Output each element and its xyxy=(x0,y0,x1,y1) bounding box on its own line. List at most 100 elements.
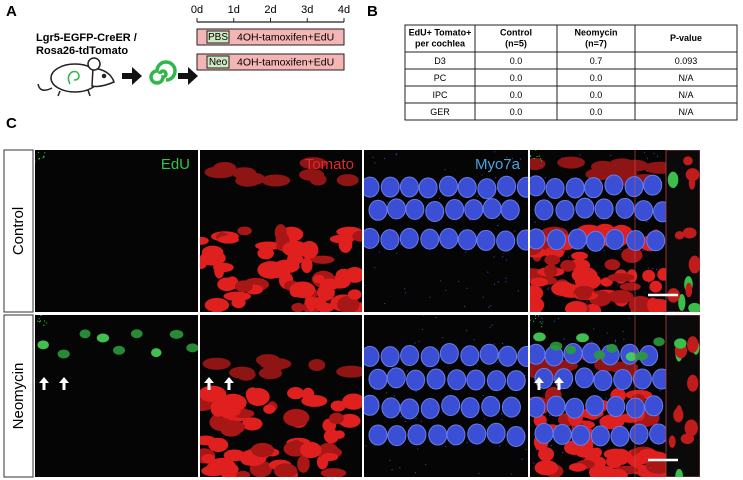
hair-cell xyxy=(632,368,652,390)
channel-label: Tomato xyxy=(305,156,354,173)
tomato-cell xyxy=(304,296,317,308)
z-cell xyxy=(688,302,700,312)
tomato-cell xyxy=(204,297,230,312)
tomato-cell xyxy=(258,367,283,380)
hair-cell xyxy=(610,425,630,447)
speckle xyxy=(414,342,416,344)
tomato-cell xyxy=(315,302,335,312)
edu-nucleus xyxy=(96,333,110,343)
hair-cell xyxy=(646,230,666,252)
hair-cell xyxy=(380,229,400,251)
hair-cell xyxy=(386,198,406,220)
tomato-cell xyxy=(337,295,360,312)
tomato-cell xyxy=(237,226,252,236)
mouse-line: Lgr5-EGFP-CreER / xyxy=(36,32,137,44)
hair-cell xyxy=(574,367,594,389)
speckle xyxy=(534,221,536,223)
hair-cell xyxy=(466,369,486,391)
row-label-box xyxy=(3,314,34,478)
tomato-cell xyxy=(245,387,260,402)
tomato-cell xyxy=(568,462,587,472)
hair-cell xyxy=(644,395,664,417)
tomato-cell xyxy=(607,273,635,282)
timeline-label: 1d xyxy=(228,4,240,16)
speckle xyxy=(489,326,491,328)
tomato-cell xyxy=(544,255,561,266)
hair-cell xyxy=(364,394,380,416)
tomato-cell xyxy=(642,269,656,282)
tomato-cell xyxy=(551,281,575,297)
tomato-cell xyxy=(261,174,291,187)
hair-cell xyxy=(585,395,605,417)
hair-cell xyxy=(501,396,521,418)
speckle xyxy=(505,281,507,283)
speckle xyxy=(423,315,425,316)
speckle xyxy=(497,225,499,227)
table-header: Neomycin xyxy=(574,27,617,37)
micrograph xyxy=(364,315,528,477)
speckle xyxy=(554,392,556,394)
speckle xyxy=(606,332,608,334)
tomato-cell xyxy=(320,468,347,477)
z-cell xyxy=(685,282,693,298)
speckle xyxy=(473,339,475,341)
tomato-cell xyxy=(273,259,300,274)
speckle xyxy=(499,445,501,447)
speckle xyxy=(395,154,398,156)
speckle xyxy=(44,320,46,322)
tomato-cell xyxy=(530,301,543,312)
hair-cell xyxy=(368,368,388,390)
hair-cell xyxy=(571,424,591,446)
hair-cell xyxy=(486,422,506,444)
tomato-cell xyxy=(591,447,602,458)
micrograph xyxy=(530,150,700,312)
hair-cell xyxy=(447,369,467,391)
micrograph xyxy=(35,150,198,312)
speckle xyxy=(544,230,546,232)
speckle xyxy=(415,417,417,419)
hair-cell xyxy=(649,423,669,445)
image-grid: Control EdU Tomato Myo7a Neomycin xyxy=(3,149,700,478)
speckle xyxy=(491,324,493,326)
image-bg xyxy=(35,150,198,312)
table-cell: 0.0 xyxy=(510,107,523,117)
hair-cell xyxy=(496,230,516,252)
hair-cell xyxy=(604,174,624,196)
row-label: Control xyxy=(10,207,27,255)
hair-cell xyxy=(420,228,440,250)
speckle xyxy=(537,315,540,317)
speckle xyxy=(578,462,580,464)
hair-cell xyxy=(634,200,654,222)
speckle xyxy=(500,413,503,415)
speckle xyxy=(645,461,647,463)
speckle xyxy=(620,271,623,273)
speckle xyxy=(646,221,648,223)
treatment-label: PBS xyxy=(208,32,228,43)
tomato-cell xyxy=(213,161,237,174)
speckle xyxy=(619,269,621,271)
speckle xyxy=(534,317,537,320)
speckle xyxy=(557,318,560,320)
speckle xyxy=(597,415,599,418)
speckle xyxy=(540,158,542,160)
edu-nucleus xyxy=(169,329,184,339)
hair-cell xyxy=(643,174,663,196)
hair-cell xyxy=(457,229,477,251)
speckle xyxy=(502,256,504,258)
table-header: (n=7) xyxy=(585,38,607,48)
speckle xyxy=(627,474,629,476)
hair-cell xyxy=(500,199,520,221)
speckle xyxy=(420,420,422,422)
speckle xyxy=(495,166,497,168)
treatment-box xyxy=(206,55,230,69)
hair-cell xyxy=(552,423,572,445)
hair-cell xyxy=(405,198,425,220)
speckle xyxy=(425,463,427,466)
edu-nucleus xyxy=(151,348,162,358)
speckle xyxy=(539,321,541,323)
speckle xyxy=(38,318,40,320)
tomato-cell xyxy=(575,286,593,300)
tomato-cell xyxy=(571,251,589,260)
speckle xyxy=(404,288,406,290)
hair-cell xyxy=(565,177,585,199)
